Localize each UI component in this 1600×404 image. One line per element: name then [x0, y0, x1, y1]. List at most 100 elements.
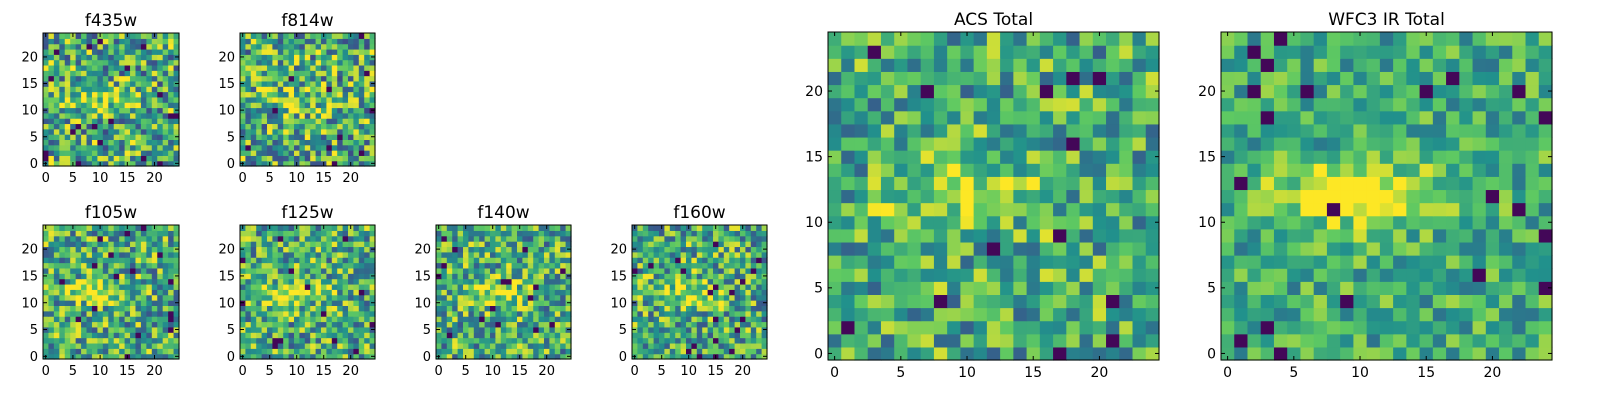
heatmap-cell: [157, 273, 163, 279]
heatmap-cell: [1433, 268, 1447, 282]
y-tick-label: 10: [610, 296, 627, 311]
heatmap-cell: [637, 284, 643, 290]
y-tick-label: 15: [610, 269, 627, 284]
heatmap-cell: [506, 338, 512, 344]
heatmap-cell: [332, 134, 338, 140]
heatmap-cell: [474, 343, 480, 349]
heatmap-cell: [289, 92, 295, 98]
heatmap-cell: [65, 279, 71, 285]
heatmap-cell: [125, 230, 131, 236]
heatmap-cell: [289, 348, 295, 354]
heatmap-cell: [751, 225, 757, 231]
heatmap-cell: [305, 295, 311, 301]
heatmap-cell: [294, 289, 300, 295]
heatmap-cell: [1353, 321, 1367, 335]
heatmap-cell: [283, 230, 289, 236]
heatmap-cell: [512, 321, 518, 327]
heatmap-cell: [881, 163, 895, 177]
heatmap-cell: [359, 33, 365, 39]
heatmap-cell: [321, 54, 327, 60]
heatmap-cell: [97, 81, 103, 87]
heatmap-cell: [447, 327, 453, 333]
heatmap-cell: [316, 33, 322, 39]
heatmap-cell: [544, 327, 550, 333]
heatmap-cell: [146, 86, 152, 92]
heatmap-cell: [681, 311, 687, 317]
heatmap-cell: [305, 257, 311, 263]
heatmap-cell: [272, 97, 278, 103]
heatmap-cell: [713, 230, 719, 236]
heatmap-cell: [59, 86, 65, 92]
heatmap-cell: [43, 321, 49, 327]
heatmap-cell: [251, 150, 257, 156]
heatmap-cell: [70, 81, 76, 87]
heatmap-cell: [146, 139, 152, 145]
heatmap-cell: [289, 118, 295, 124]
heatmap-cell: [751, 263, 757, 269]
heatmap-cell: [283, 246, 289, 252]
heatmap-cell: [1300, 229, 1314, 243]
heatmap-cell: [48, 338, 54, 344]
heatmap-cell: [353, 241, 359, 247]
heatmap-cell: [881, 84, 895, 98]
heatmap-cell: [353, 145, 359, 151]
heatmap-cell: [299, 86, 305, 92]
heatmap-cell: [48, 145, 54, 151]
heatmap-cell: [512, 252, 518, 258]
heatmap-cell: [517, 305, 523, 311]
heatmap-cell: [48, 134, 54, 140]
heatmap-cell: [119, 76, 125, 82]
heatmap-cell: [522, 348, 528, 354]
x-tick-label: 0: [435, 364, 443, 379]
heatmap-cell: [1146, 124, 1160, 138]
heatmap-cell: [262, 279, 268, 285]
heatmap-cell: [278, 139, 284, 145]
heatmap-cell: [675, 321, 681, 327]
heatmap-cell: [670, 268, 676, 274]
heatmap-cell: [452, 305, 458, 311]
heatmap-cell: [828, 189, 842, 203]
heatmap-cell: [97, 118, 103, 124]
heatmap-cell: [441, 300, 447, 306]
heatmap-cell: [495, 332, 501, 338]
heatmap-cell: [1380, 216, 1394, 230]
heatmap-cell: [43, 338, 49, 344]
heatmap-cell: [305, 102, 311, 108]
heatmap-cell: [517, 257, 523, 263]
heatmap-cell: [103, 225, 109, 231]
heatmap-cell: [245, 300, 251, 306]
heatmap-cell: [751, 338, 757, 344]
heatmap-cell: [1027, 150, 1041, 164]
heatmap-cell: [1133, 347, 1147, 361]
heatmap-cell: [659, 241, 665, 247]
heatmap-cell: [114, 316, 120, 322]
heatmap-cell: [310, 76, 316, 82]
heatmap-cell: [353, 295, 359, 301]
heatmap-cell: [724, 295, 730, 301]
heatmap-cell: [729, 305, 735, 311]
heatmap-cell: [87, 107, 93, 113]
heatmap-cell: [146, 118, 152, 124]
heatmap-cell: [359, 279, 365, 285]
heatmap-cell: [87, 343, 93, 349]
heatmap-cell: [490, 305, 496, 311]
heatmap-cell: [756, 284, 762, 290]
heatmap-cell: [76, 284, 82, 290]
heatmap-cell: [681, 295, 687, 301]
heatmap-cell: [81, 257, 87, 263]
heatmap-cell: [92, 97, 98, 103]
heatmap-cell: [501, 225, 507, 231]
heatmap-cell: [740, 230, 746, 236]
heatmap-cell: [664, 252, 670, 258]
heatmap-cell: [490, 300, 496, 306]
heatmap-cell: [59, 54, 65, 60]
heatmap-cell: [648, 230, 654, 236]
heatmap-cell: [841, 294, 855, 308]
heatmap-cell: [1380, 321, 1394, 335]
heatmap-cell: [654, 230, 660, 236]
heatmap-cell: [146, 134, 152, 140]
heatmap-cell: [934, 98, 948, 112]
heatmap-cell: [65, 252, 71, 258]
heatmap-cell: [97, 86, 103, 92]
heatmap-cell: [441, 332, 447, 338]
